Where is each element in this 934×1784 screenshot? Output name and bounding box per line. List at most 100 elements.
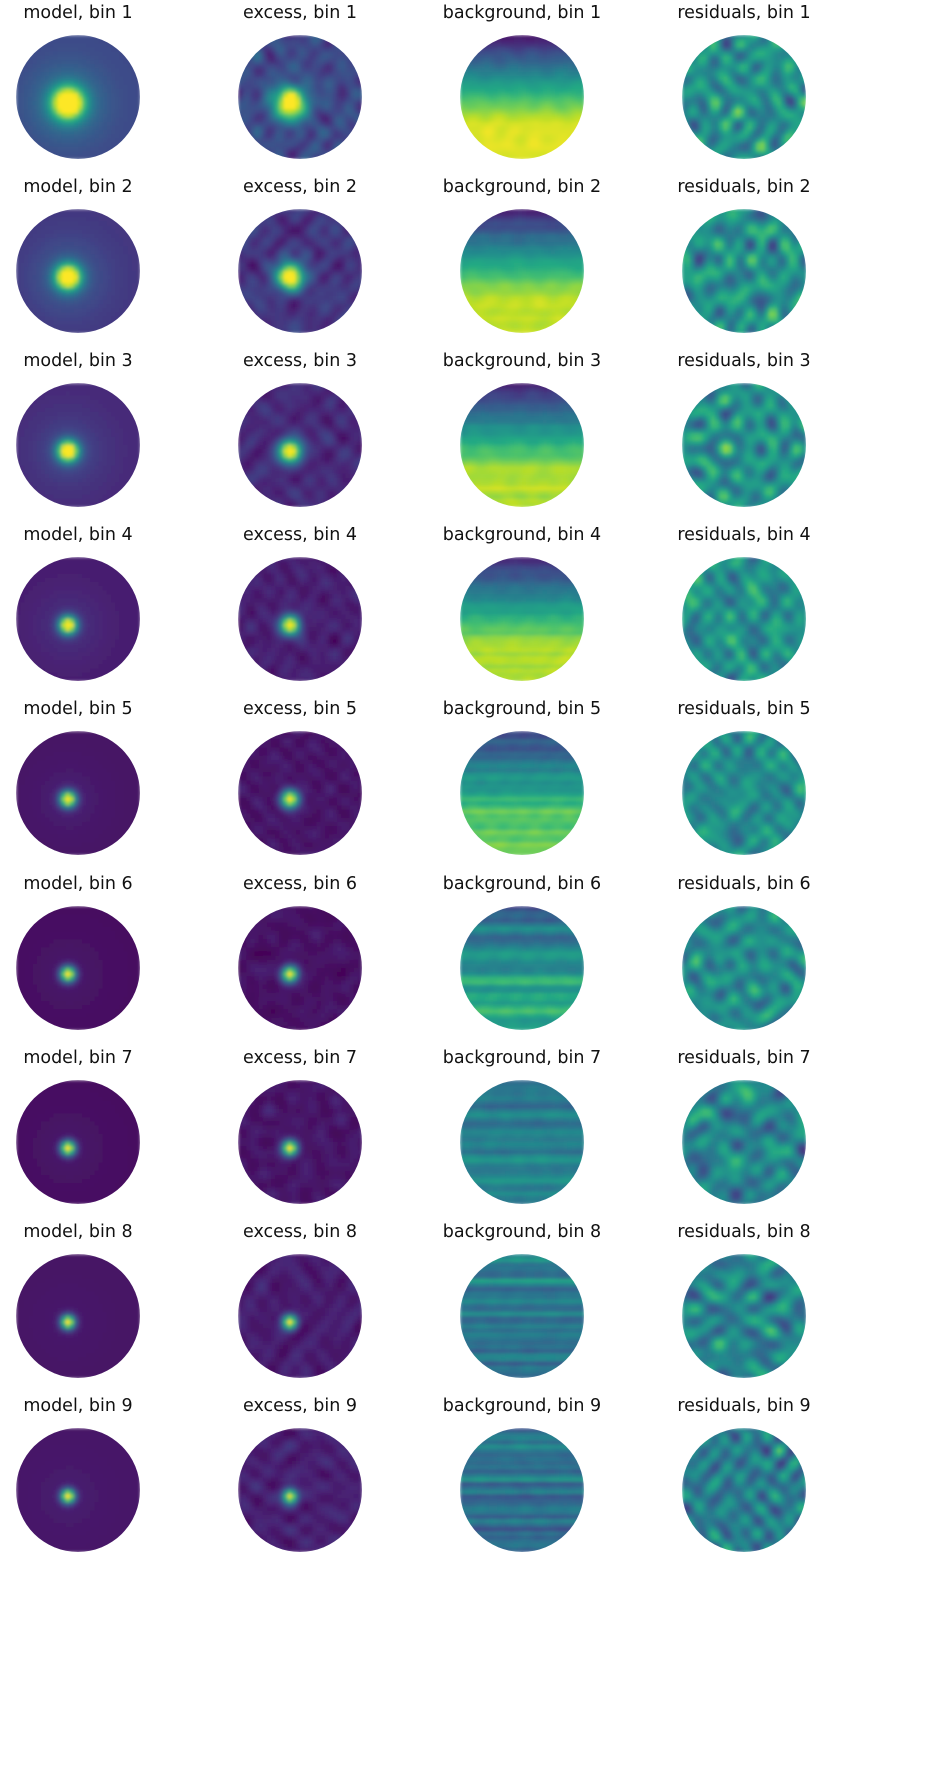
heatmap-cell	[345, 47, 351, 53]
heatmap-cell	[542, 109, 548, 115]
heatmap-cell	[86, 221, 91, 227]
heatmap-cell	[283, 88, 289, 94]
heatmap-cell	[480, 43, 486, 48]
heatmap-cell	[111, 59, 116, 65]
heatmap-cell	[61, 250, 67, 256]
heatmap-cell	[279, 258, 285, 264]
heatmap-cell	[61, 39, 67, 44]
heatmap-cell	[78, 59, 83, 65]
heatmap-cell	[739, 39, 745, 44]
heatmap-cell	[349, 55, 355, 61]
heatmap-cell	[509, 92, 515, 98]
heatmap-cell	[287, 101, 293, 106]
heatmap-cell	[698, 121, 704, 127]
heatmap-cell	[49, 229, 54, 235]
heatmap-cell	[801, 142, 806, 148]
heatmap-cell	[73, 88, 79, 94]
heatmap-cell	[357, 43, 362, 48]
heatmap-cell	[98, 271, 104, 276]
heatmap-cell	[102, 324, 108, 330]
heatmap-cell	[460, 134, 465, 139]
heatmap-cell	[20, 209, 25, 214]
heatmap-cell	[32, 130, 38, 135]
heatmap-cell	[727, 109, 733, 115]
heatmap-cell	[49, 39, 54, 44]
heatmap-cell	[797, 117, 803, 123]
heatmap-cell	[57, 150, 63, 156]
heatmap-cell	[579, 134, 584, 139]
heatmap-cell	[555, 150, 560, 156]
heatmap-cell	[61, 213, 67, 218]
heatmap-cell	[86, 113, 91, 119]
heatmap-cell	[57, 229, 63, 235]
heatmap-cell	[86, 146, 91, 152]
heatmap-cell	[262, 59, 268, 65]
heatmap-cell	[522, 138, 527, 144]
heatmap-cell	[78, 320, 83, 326]
heatmap-cell	[57, 287, 63, 293]
heatmap-cell	[61, 295, 67, 301]
heatmap-cell	[61, 55, 67, 61]
heatmap-cell	[53, 324, 58, 330]
heatmap-cell	[357, 72, 362, 77]
heatmap-cell	[781, 117, 786, 123]
heatmap-cell	[480, 84, 486, 90]
heatmap-cell	[760, 138, 766, 144]
heatmap-cell	[69, 35, 75, 40]
heatmap-cell	[106, 113, 112, 119]
heatmap-cell	[710, 63, 716, 69]
heatmap-cell	[472, 59, 478, 65]
heatmap-cell	[98, 233, 104, 239]
heatmap-cell	[476, 59, 482, 65]
heatmap-cell	[258, 101, 264, 106]
heatmap-cell	[250, 213, 256, 218]
heatmap-cell	[764, 88, 770, 94]
heatmap-cell	[563, 80, 569, 86]
heatmap-cell	[789, 51, 795, 57]
heatmap-cell	[464, 154, 469, 159]
heatmap-cell	[308, 47, 313, 53]
heatmap-cell	[119, 125, 125, 131]
heatmap-cell	[32, 154, 38, 159]
heatmap-cell	[57, 283, 63, 289]
heatmap-cell	[550, 109, 556, 115]
heatmap-cell	[40, 308, 46, 314]
heatmap-cell	[497, 51, 502, 57]
heatmap-cell	[98, 130, 104, 135]
heatmap-cell	[768, 47, 774, 53]
heatmap-cell	[53, 279, 58, 285]
heatmap-cell	[57, 250, 63, 256]
heatmap-cell	[246, 254, 251, 260]
heatmap-cell	[567, 134, 573, 139]
heatmap-cell	[131, 324, 137, 330]
heatmap-cell	[123, 146, 129, 152]
heatmap-cell	[460, 101, 465, 106]
heatmap-cell	[320, 217, 326, 223]
heatmap-cell	[357, 51, 362, 57]
heatmap-cell	[546, 109, 552, 115]
heatmap-cell	[94, 246, 100, 252]
heatmap-cell	[341, 233, 347, 239]
heatmap-cell	[777, 72, 782, 77]
heatmap-cell	[131, 266, 137, 272]
heatmap-cell	[115, 229, 120, 235]
heatmap-cell	[464, 39, 469, 44]
heatmap-cell	[73, 246, 79, 252]
heatmap-cell	[291, 113, 297, 119]
heatmap-cell	[90, 221, 96, 227]
heatmap-cell	[744, 92, 749, 98]
heatmap-cell	[772, 105, 778, 110]
heatmap-cell	[710, 105, 716, 110]
heatmap-cell	[86, 316, 91, 322]
heatmap-cell	[44, 125, 50, 131]
heatmap-cell	[710, 150, 716, 156]
heatmap-cell	[98, 125, 104, 131]
heatmap-cell	[497, 150, 502, 156]
heatmap-cell	[57, 80, 63, 86]
heatmap-cell	[94, 238, 100, 243]
heatmap-cell	[567, 121, 573, 127]
heatmap-cell	[32, 254, 38, 260]
heatmap-cell	[61, 238, 67, 243]
heatmap-cell	[682, 88, 687, 94]
heatmap-cell	[526, 63, 531, 69]
